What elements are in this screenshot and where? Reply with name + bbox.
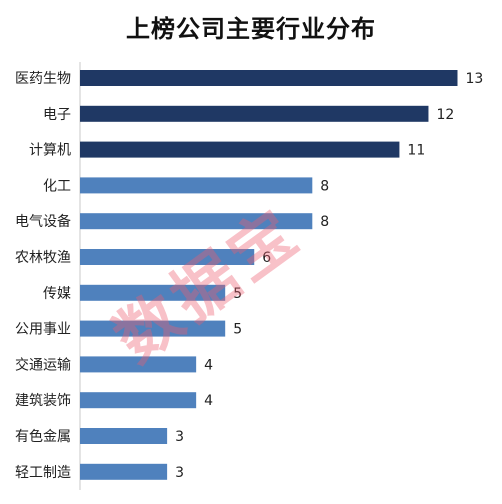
value-label-4: 8	[320, 214, 329, 230]
value-label-8: 4	[204, 357, 213, 373]
category-label-11: 轻工制造	[15, 465, 71, 481]
value-label-5: 6	[262, 250, 271, 266]
category-label-9: 建筑装饰	[15, 393, 71, 409]
category-label-10: 有色金属	[15, 428, 71, 445]
value-label-11: 3	[175, 465, 184, 481]
value-label-1: 12	[436, 107, 454, 123]
bar-10	[80, 428, 168, 444]
chart-title: 上榜公司主要行业分布	[126, 15, 376, 43]
bar-11	[80, 463, 168, 480]
value-label-7: 5	[233, 322, 242, 338]
bar-3	[80, 177, 313, 194]
category-label-3: 化工	[43, 178, 71, 194]
category-label-5: 农林牧渔	[15, 250, 71, 266]
value-label-9: 4	[204, 393, 213, 409]
value-label-10: 3	[175, 429, 184, 445]
category-label-1: 电子	[43, 107, 71, 123]
bar-6	[80, 284, 226, 301]
value-label-6: 5	[233, 286, 242, 302]
bar-1	[80, 105, 429, 122]
bar-4	[80, 213, 313, 230]
category-label-0: 医药生物	[15, 71, 71, 87]
bar-5	[80, 249, 255, 265]
bar-8	[80, 356, 197, 373]
bar-7	[80, 320, 226, 337]
category-label-6: 传媒	[43, 286, 71, 302]
bar-9	[80, 392, 197, 409]
category-label-4: 电气设备	[15, 213, 71, 230]
bar-0	[80, 70, 458, 86]
value-label-0: 13	[466, 71, 484, 87]
category-label-8: 交通运输	[15, 356, 71, 373]
value-label-2: 11	[407, 143, 425, 159]
bar-2	[80, 141, 400, 158]
value-label-3: 8	[320, 178, 329, 194]
category-label-7: 公用事业	[15, 322, 71, 338]
category-label-2: 计算机	[29, 143, 71, 159]
